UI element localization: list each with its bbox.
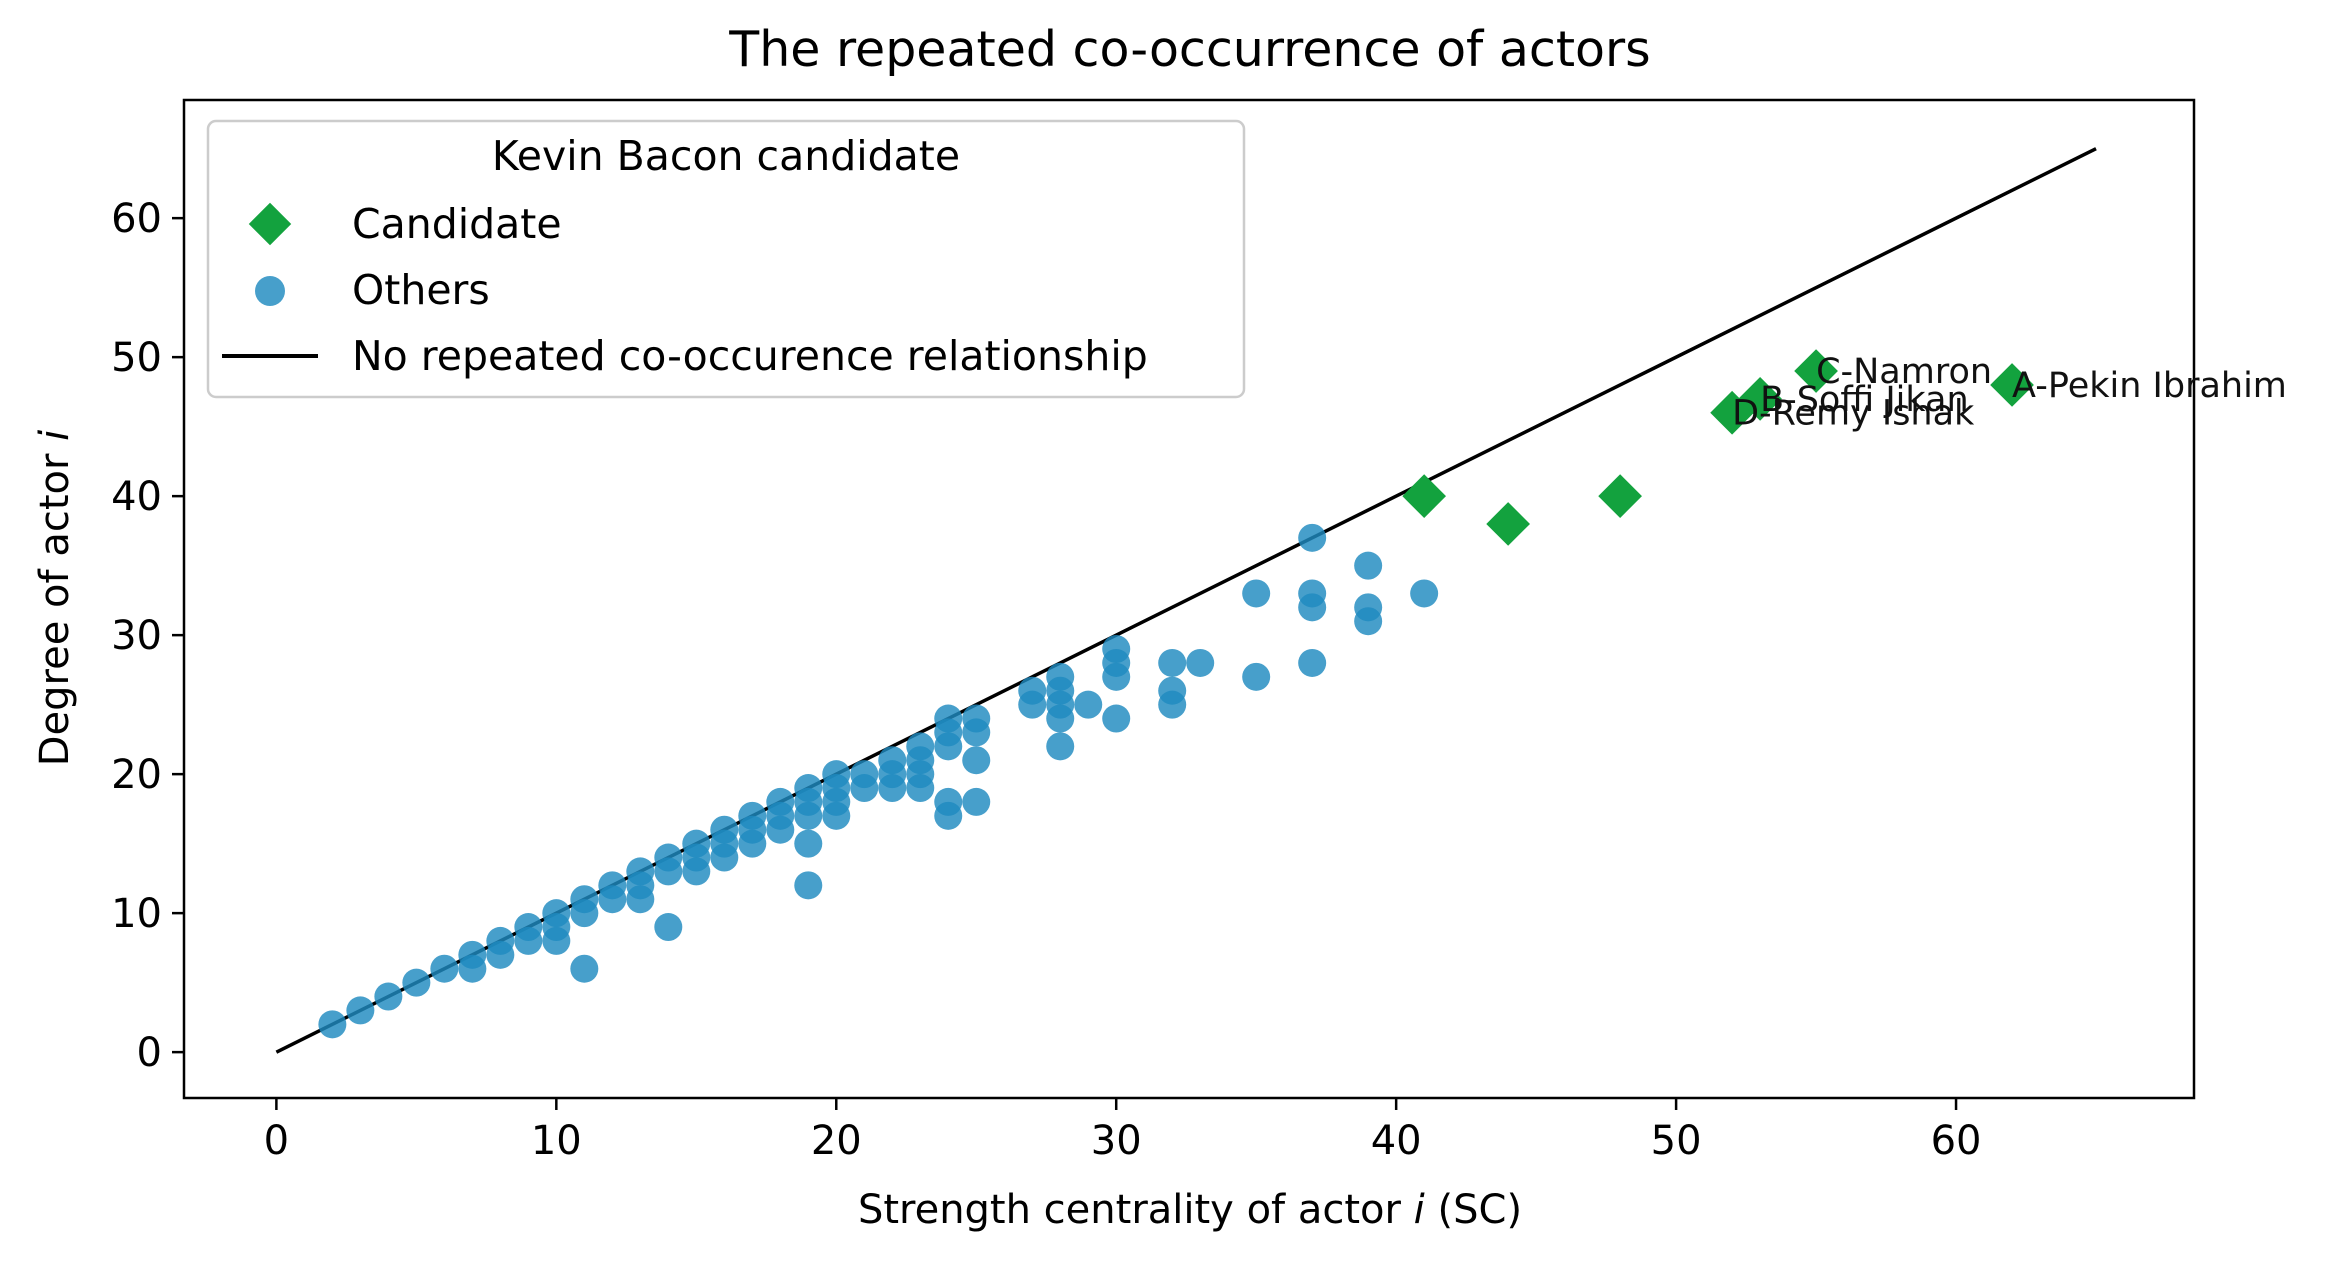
others-point (1354, 551, 1383, 580)
y-tick-label: 0 (137, 1030, 162, 1076)
others-point (626, 885, 655, 914)
others-point (822, 801, 851, 830)
others-point (1158, 690, 1187, 719)
others-point (486, 940, 515, 969)
candidate-annotation: A-Pekin Ibrahim (2012, 366, 2287, 406)
others-point (962, 787, 991, 816)
legend-line-label: No repeated co-occurence relationship (352, 332, 1148, 380)
others-point (1410, 579, 1439, 608)
others-point (1102, 704, 1131, 733)
others-point (570, 954, 599, 983)
x-tick-label: 40 (1371, 1118, 1422, 1164)
candidate-point (1738, 376, 1782, 421)
y-tick-label: 40 (111, 474, 162, 520)
x-axis-label: Strength centrality of actor i (SC) (858, 1187, 1522, 1233)
x-axis-ticks: 0 10 20 30 40 50 60 (264, 1098, 1982, 1164)
candidate-point (1402, 474, 1447, 518)
others-point (402, 968, 431, 997)
x-tick-label: 50 (1651, 1118, 1702, 1164)
others-point (962, 718, 991, 747)
others-point (794, 829, 823, 858)
others-point (430, 954, 459, 983)
others-point (346, 996, 375, 1025)
legend-candidate-marker (248, 202, 292, 246)
candidate-point (1990, 363, 2034, 407)
others-point (1102, 662, 1131, 691)
others-point (850, 774, 879, 803)
x-tick-label: 60 (1931, 1118, 1982, 1164)
y-axis-label-variable: i (32, 430, 78, 441)
legend-box (206, 119, 1246, 399)
candidate-annotation: B-Soffi Jikan (1760, 380, 1969, 420)
others-point (934, 801, 963, 830)
x-tick-label: 20 (811, 1118, 862, 1164)
others-point (1298, 648, 1327, 677)
others-point (654, 913, 683, 942)
others-point (906, 774, 935, 803)
others-point (934, 732, 963, 761)
x-axis-label-suffix: (SC) (1425, 1187, 1522, 1233)
x-tick-label: 30 (1091, 1118, 1142, 1164)
others-point (710, 843, 739, 872)
y-tick-label: 10 (111, 891, 162, 937)
y-axis-label-prefix: Degree of actor (32, 441, 78, 766)
others-point (1354, 607, 1383, 636)
chart-title: The repeated co-occurrence of actors (728, 21, 1650, 78)
others-point (1298, 523, 1327, 552)
y-tick-label: 60 (111, 196, 162, 242)
x-axis-label-prefix: Strength centrality of actor (858, 1187, 1414, 1233)
others-point (962, 746, 991, 775)
candidate-point (1598, 474, 1642, 518)
others-point (766, 815, 795, 844)
others-series (318, 523, 1439, 1039)
others-point (1158, 648, 1187, 677)
others-point (738, 829, 767, 858)
legend-others-label: Others (352, 266, 490, 314)
y-axis-label: Degree of actor i (32, 430, 78, 767)
others-point (570, 899, 599, 928)
y-tick-label: 50 (111, 335, 162, 381)
y-tick-label: 20 (111, 752, 162, 798)
plot-area-frame (182, 98, 2196, 1100)
x-tick-label: 0 (264, 1118, 289, 1164)
legend-candidate-label: Candidate (352, 200, 562, 248)
x-tick-label: 10 (531, 1118, 582, 1164)
others-point (598, 885, 627, 914)
candidate-series (1402, 349, 2034, 546)
others-point (1242, 662, 1271, 691)
legend-others-marker (255, 276, 285, 306)
others-point (794, 801, 823, 830)
legend-title: Kevin Bacon candidate (492, 132, 960, 180)
y-axis-ticks: 0 10 20 30 40 50 60 (111, 196, 184, 1076)
others-point (1074, 690, 1103, 719)
others-point (1046, 704, 1075, 733)
others-point (1298, 593, 1327, 622)
others-point (458, 954, 487, 983)
others-point (318, 1010, 347, 1039)
others-point (542, 926, 571, 955)
candidate-point (1486, 502, 1530, 546)
others-point (514, 926, 543, 955)
candidate-annotation: D-Remy Ishak (1732, 394, 1975, 434)
candidate-point (1794, 349, 1838, 393)
others-point (878, 774, 907, 803)
legend: Kevin Bacon candidate Candidate Others N… (206, 119, 1246, 399)
others-point (1186, 648, 1215, 677)
others-point (1046, 732, 1075, 761)
candidate-annotation: C-Namron (1816, 352, 1992, 392)
others-point (374, 982, 403, 1011)
others-point (682, 857, 711, 886)
others-point (1242, 579, 1271, 608)
y-tick-label: 30 (111, 613, 162, 659)
others-point (654, 857, 683, 886)
others-point (1018, 690, 1047, 719)
others-point (794, 871, 823, 900)
x-axis-label-variable: i (1414, 1187, 1425, 1233)
